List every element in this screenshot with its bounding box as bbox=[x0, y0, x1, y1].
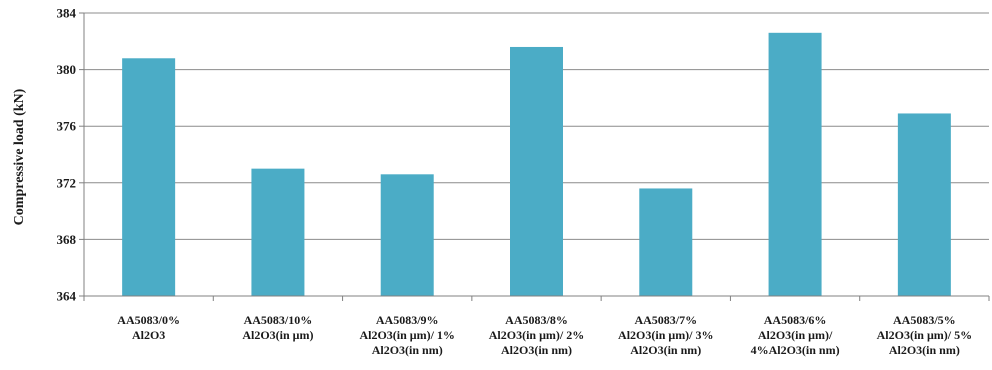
y-tick-label: 380 bbox=[57, 62, 77, 77]
y-tick-labels: 364 368 372 376 380 384 bbox=[57, 6, 77, 304]
x-category-label: AA5083/0% Al2O3 bbox=[117, 313, 180, 342]
axes bbox=[79, 12, 990, 301]
y-tick-label: 364 bbox=[57, 289, 77, 304]
bars bbox=[122, 32, 951, 297]
x-category-label: AA5083/7% Al2O3(in μm)/ 3% Al2O3(in nm) bbox=[618, 313, 713, 357]
bar bbox=[510, 46, 563, 297]
x-category-label: AA5083/9% Al2O3(in μm)/ 1% Al2O3(in nm) bbox=[359, 313, 454, 357]
x-category-label: AA5083/10% Al2O3(in μm) bbox=[242, 313, 313, 342]
bar bbox=[897, 113, 951, 296]
bar bbox=[768, 32, 822, 297]
bar bbox=[639, 188, 693, 296]
x-category-labels: AA5083/0% Al2O3 AA5083/10% Al2O3(in μm) AA50… bbox=[117, 313, 972, 357]
y-tick-label: 376 bbox=[57, 119, 77, 134]
y-axis-title: Compressive load (kN) bbox=[12, 88, 27, 225]
x-category-label: AA5083/6% Al2O3(in μm)/4%Al2O3(in nm) bbox=[751, 313, 840, 357]
x-category-label: AA5083/5% Al2O3(in μm)/ 5% Al2O3(in nm) bbox=[877, 313, 972, 357]
bar bbox=[122, 58, 176, 296]
x-category-label: AA5083/8% Al2O3(in μm)/ 2% Al2O3(in nm) bbox=[489, 313, 584, 357]
y-tick-label: 372 bbox=[57, 175, 77, 190]
bar bbox=[251, 168, 305, 296]
bar bbox=[380, 174, 434, 296]
y-tick-label: 384 bbox=[57, 6, 77, 21]
y-tick-label: 368 bbox=[57, 232, 77, 247]
